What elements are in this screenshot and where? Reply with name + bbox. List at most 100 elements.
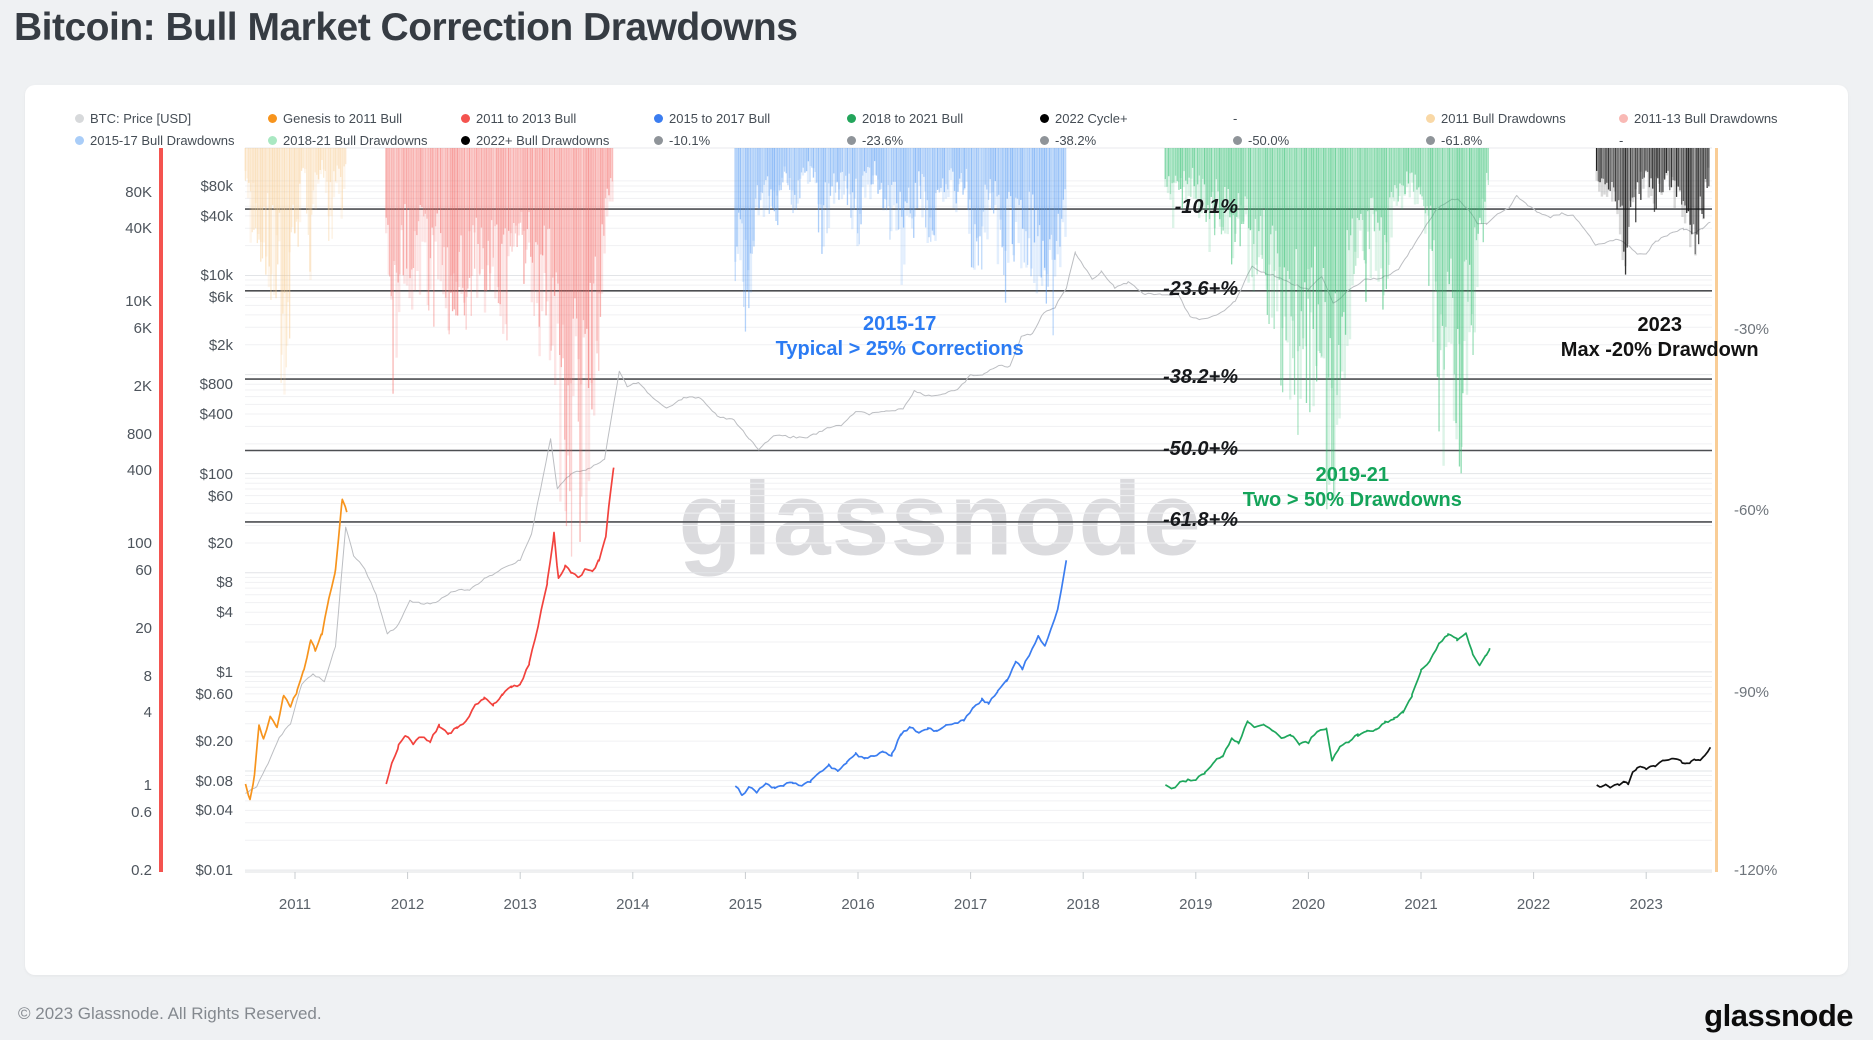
legend-item-2015-17-bull-drawdowns[interactable]: 2015-17 Bull Drawdowns [75,132,235,148]
legend-item-2022-cycle[interactable]: 2022 Cycle+ [1040,110,1128,126]
y-axis-roi-label-20: 20 [135,619,152,637]
y-axis-usd-label-400: $400 [199,406,233,424]
y-axis-roi-label-800: 800 [126,425,152,443]
annotation-2019-21: 2019-21 Two > 50% Drawdowns [1243,463,1462,513]
legend-item-2022-bull-drawdowns[interactable]: 2022+ Bull Drawdowns [461,132,610,148]
x-axis-label-2017: 2017 [953,896,988,913]
legend-dot-2015-17-bull-drawdowns [75,135,84,145]
x-axis-label-2023: 2023 [1629,896,1663,913]
y-axis-usd-label-0-20: $0.20 [195,733,233,751]
x-axis-label-2021: 2021 [1404,896,1438,913]
footer-copyright: © 2023 Glassnode. All Rights Reserved. [18,1004,322,1023]
y-axis-drawdown-label-60: -60% [1734,502,1770,519]
y-axis-usd-label-8: $8 [216,574,233,592]
annotation-2019-21-line: Two > 50% Drawdowns [1242,488,1462,511]
legend-dot-23-6 [847,135,856,145]
legend-item-10-1[interactable]: -10.1% [654,133,710,148]
x-axis-label-2011: 2011 [278,896,312,913]
legend-dot-2011-to-2013-bull [461,113,470,123]
y-axis-roi-label-100: 100 [126,535,152,552]
legend-item-2011-to-2013-bull[interactable]: 2011 to 2013 Bull [461,110,577,126]
x-axis-label-2019: 2019 [1179,896,1213,913]
legend-item-38-2[interactable]: -38.2% [1040,132,1097,148]
page-title: Bitcoin: Bull Market Correction Drawdown… [14,6,798,49]
legend-label: 2011-13 Bull Drawdowns [1634,110,1778,126]
legend-item-2011-13-bull-drawdowns[interactable]: 2011-13 Bull Drawdowns [1619,110,1778,126]
x-axis-label-2022: 2022 [1516,896,1551,913]
y-axis-usd-label-6k: $6k [208,289,233,307]
legend-dot-2015-to-2017-bull [654,113,663,123]
annotation-2019-21-line: 2019-21 [1315,463,1390,486]
legend-dot-2018-to-2021-bull [847,113,856,123]
legend-item-btc-price-usd[interactable]: BTC: Price [USD] [75,110,192,126]
legend-dot-38-2 [1040,135,1049,145]
y-axis-drawdown-label-120: -120% [1734,862,1778,879]
annotation-2023: 2023 Max -20% Drawdown [1561,313,1759,363]
y-axis-usd-label-80k: $80k [200,177,233,195]
y-axis-usd-label-60: $60 [207,487,233,505]
y-axis-roi-label-4: 4 [143,704,152,722]
legend-dot-btc-price-usd [75,113,84,123]
legend-dot-2022-cycle [1040,113,1049,123]
legend-label: BTC: Price [USD] [90,110,192,126]
y-axis-roi-label-8: 8 [143,667,152,685]
legend-label: 2022+ Bull Drawdowns [476,132,610,148]
legend-item-2018-to-2021-bull[interactable]: 2018 to 2021 Bull [847,110,964,126]
legend-item-23-6[interactable]: -23.6% [847,132,904,148]
y-axis-roi-label-0-6: 0.6 [131,803,152,821]
y-axis-usd-label-0-04: $0.04 [195,802,233,820]
x-axis-label-2015: 2015 [728,896,763,913]
y-axis-roi-label-40k: 40K [125,220,152,238]
legend-item-61-8[interactable]: -61.8% [1426,132,1483,148]
y-axis-usd-label-1: $1 [216,663,233,681]
annotation-2023-line: 2023 [1637,313,1682,336]
y-axis-usd-label-2k: $2k [208,336,233,354]
y-axis-roi-label-2k: 2K [133,377,152,395]
legend-item-genesis-to-2011-bull[interactable]: Genesis to 2011 Bull [268,110,402,126]
legend-dot-10-1 [654,135,663,145]
legend-label: 2011 to 2013 Bull [476,110,577,126]
y-axis-roi-label-0-2: 0.2 [131,861,152,879]
legend-label: 2018-21 Bull Drawdowns [283,132,428,148]
fib-label-23.6: -23.6+% [1162,277,1238,300]
y-axis-usd-label-4: $4 [216,604,233,622]
x-axis-label-2012: 2012 [390,896,425,913]
y-axis-usd-label-0-08: $0.08 [195,772,233,790]
y-axis-roi-label-6k: 6K [133,319,152,337]
legend-label: Genesis to 2011 Bull [283,110,402,126]
legend-item-50-0[interactable]: -50.0% [1233,133,1289,148]
legend-item-dash[interactable]: - [1233,110,1238,126]
chart-plot-area[interactable] [245,148,1712,872]
legend-label: - [1233,110,1238,126]
annotation-2023-line: Max -20% Drawdown [1560,338,1759,361]
y-axis-roi-label-1: 1 [143,777,152,794]
y-axis-roi-label-400: 400 [126,462,152,480]
fib-label-50: -50.0+% [1162,437,1238,460]
legend-label: -38.2% [1055,132,1097,148]
y-axis-usd-label-0-60: $0.60 [195,685,233,703]
legend-item-2015-to-2017-bull[interactable]: 2015 to 2017 Bull [654,111,770,126]
legend-dot-61-8 [1426,135,1435,145]
y-axis-drawdown-label-30: -30% [1734,320,1770,338]
legend-label: -23.6% [862,132,904,148]
annotation-2015-17-line: Typical > 25% Corrections [775,338,1024,361]
annotation-2015-17: 2015-17 Typical > 25% Corrections [776,312,1024,362]
x-axis-label-2014: 2014 [616,896,650,913]
legend-dot-2022-bull-drawdowns [461,135,470,145]
legend-label: 2015-17 Bull Drawdowns [90,132,235,148]
legend-item-dash[interactable]: - [1619,133,1623,148]
legend-label: 2018 to 2021 Bull [862,110,964,126]
y-axis-roi-label-10k: 10K [125,293,152,310]
legend-item-2018-21-bull-drawdowns[interactable]: 2018-21 Bull Drawdowns [268,132,428,148]
y-axis-usd-label-0-01: $0.01 [195,862,233,880]
legend-dot-2018-21-bull-drawdowns [268,135,277,145]
y-axis-usd-label-100: $100 [199,465,233,483]
legend-label: 2022 Cycle+ [1055,110,1128,126]
legend-label: -61.8% [1441,132,1483,148]
fib-label-10.1: -10.1% [1174,196,1238,219]
legend-dot-2011-bull-drawdowns [1426,113,1435,123]
legend-dot-2011-13-bull-drawdowns [1619,113,1628,123]
legend-item-2011-bull-drawdowns[interactable]: 2011 Bull Drawdowns [1426,111,1566,126]
y-axis-usd-label-40k: $40k [200,207,233,225]
x-axis-label-2018: 2018 [1066,896,1100,913]
